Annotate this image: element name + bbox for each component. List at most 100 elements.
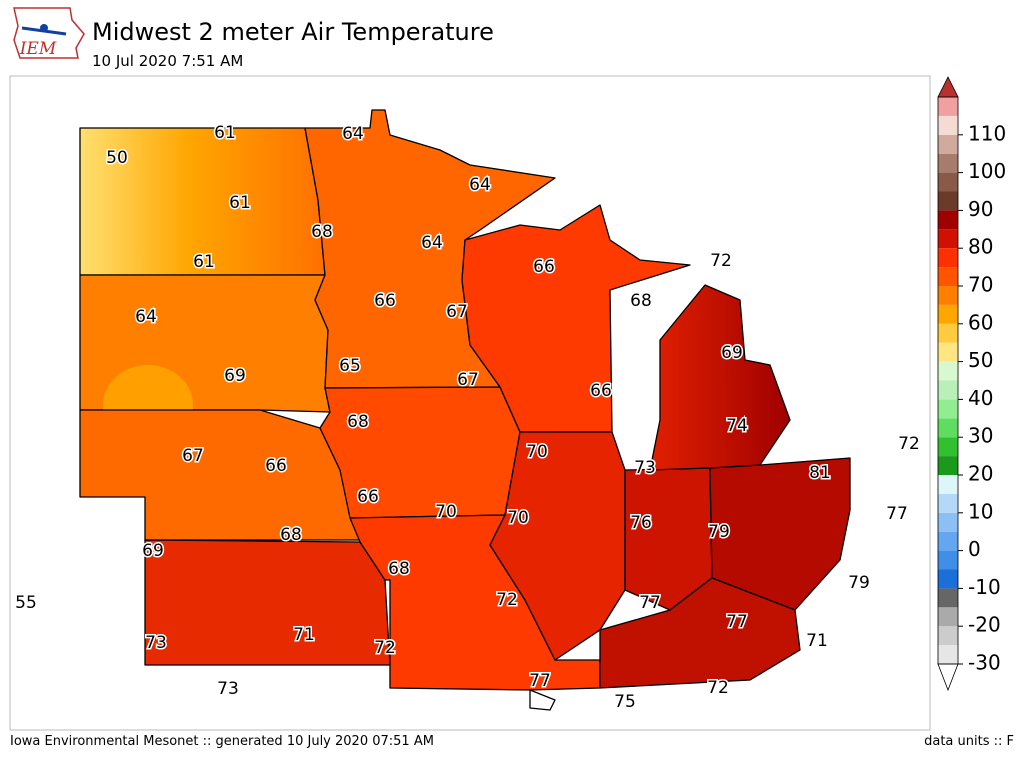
colorbar-bin: [938, 172, 958, 192]
colorbar-bin: [938, 210, 958, 230]
temperature-label: 67: [182, 446, 204, 466]
temperature-label: 70: [507, 508, 529, 528]
colorbar-arrow-top: [937, 76, 959, 98]
temperature-label: 68: [630, 291, 652, 311]
temperature-label: 66: [590, 381, 612, 401]
temperature-label: 64: [421, 233, 443, 253]
colorbar-bin: [938, 550, 958, 570]
colorbar-tick-label: 10: [968, 499, 993, 523]
colorbar-tick-label: 70: [968, 273, 993, 297]
temperature-label: 73: [145, 633, 167, 653]
temperature-label: 67: [446, 302, 468, 322]
colorbar-bin: [938, 418, 958, 438]
temperature-label: 77: [886, 504, 908, 524]
temperature-label: 71: [806, 631, 828, 651]
colorbar-bin: [938, 531, 958, 551]
colorbar-bin: [938, 267, 958, 286]
temperature-label: 72: [707, 678, 729, 698]
temperature-label: 76: [630, 513, 652, 533]
temperature-label: 73: [217, 679, 239, 699]
temperature-label: 55: [15, 593, 37, 613]
colorbar-bin: [938, 512, 958, 532]
logo-text: IEM: [19, 39, 57, 59]
footer-right: data units :: F: [924, 734, 1014, 749]
temperature-label: 70: [526, 442, 548, 462]
temperature-label: 61: [229, 193, 251, 213]
colorbar-bin: [938, 286, 958, 305]
colorbar-bin: [938, 626, 958, 646]
temperature-label: 81: [809, 463, 831, 483]
logo: IEM: [13, 7, 85, 59]
temperature-label: 73: [634, 458, 656, 478]
temperature-label: 79: [708, 522, 730, 542]
temperature-label: 68: [388, 559, 410, 579]
colorbar-bin: [938, 97, 958, 116]
temperature-label: 68: [311, 222, 333, 242]
subtitle: 10 Jul 2020 7:51 AM: [92, 52, 243, 70]
temperature-label: 69: [721, 343, 743, 363]
colorbar-bin: [938, 569, 958, 589]
colorbar-bin: [938, 361, 958, 381]
colorbar-bin: [938, 645, 958, 664]
colorbar-bin: [938, 493, 958, 513]
colorbar-frame: [937, 96, 959, 665]
temperature-label: 64: [469, 175, 491, 195]
temperature-label: 75: [614, 692, 636, 712]
colorbar-tick-label: -30: [968, 651, 1001, 675]
colorbar-bin: [938, 380, 958, 400]
temperature-label: 72: [710, 251, 732, 271]
temperature-label: 77: [726, 612, 748, 632]
footer-left: Iowa Environmental Mesonet :: generated …: [10, 734, 434, 749]
temperature-label: 64: [135, 307, 157, 327]
colorbar-bin: [938, 134, 958, 154]
temperature-label: 69: [142, 541, 164, 561]
colorbar-arrow-bottom: [937, 663, 959, 692]
temperature-label: 71: [293, 625, 315, 645]
temperature-label: 72: [496, 590, 518, 610]
colorbar-bin: [938, 475, 958, 494]
colorbar-bin: [938, 153, 958, 173]
temperature-label: 72: [374, 638, 396, 658]
colorbar-tick-label: 100: [968, 159, 1006, 183]
temperature-label: 77: [529, 671, 551, 691]
temperature-label: 66: [357, 487, 379, 507]
temperature-label: 65: [339, 356, 361, 376]
colorbar-bin: [938, 229, 958, 249]
temperature-label: 67: [457, 370, 479, 390]
colorbar-tick-label: 110: [968, 121, 1006, 145]
temperature-label: 77: [639, 593, 661, 613]
colorbar-bin: [938, 399, 958, 419]
colorbar-bin: [938, 437, 958, 457]
temperature-label: 66: [374, 291, 396, 311]
colorbar-bin: [938, 342, 958, 362]
temperature-label: 50: [106, 148, 128, 168]
colorbar-bin: [938, 115, 958, 135]
colorbar-tick-label: 20: [968, 462, 993, 486]
map: [9, 75, 931, 731]
colorbar-tick-label: 80: [968, 235, 993, 259]
temperature-label: 74: [726, 416, 748, 436]
colorbar-bin: [938, 191, 958, 211]
colorbar-tick-label: 0: [968, 537, 981, 561]
colorbar-tick-label: 90: [968, 197, 993, 221]
colorbar-bin: [938, 323, 958, 343]
temperature-label: 69: [224, 366, 246, 386]
temperature-label: 61: [214, 123, 236, 143]
colorbar-bin: [938, 607, 958, 627]
temperature-label: 64: [342, 124, 364, 144]
colorbar-tick-label: 50: [968, 348, 993, 372]
temperature-label: 79: [848, 573, 870, 593]
colorbar-tick-label: 30: [968, 424, 993, 448]
colorbar-bin: [938, 304, 958, 324]
map-labels: 61 64 50 64 61 68 64 61 66 72 66 67 68 64 69 65 69 67 66 68…: [14, 122, 922, 714]
temperature-label: 68: [347, 412, 369, 432]
temperature-label: 70: [435, 502, 457, 522]
temperature-label: 66: [533, 257, 555, 277]
colorbar-bin: [938, 248, 958, 268]
title: Midwest 2 meter Air Temperature: [92, 18, 494, 46]
colorbar-tick-label: -20: [968, 613, 1001, 637]
colorbar-bin: [938, 456, 958, 475]
colorbar-tick-label: 60: [968, 310, 993, 334]
temperature-label: 68: [280, 525, 302, 545]
